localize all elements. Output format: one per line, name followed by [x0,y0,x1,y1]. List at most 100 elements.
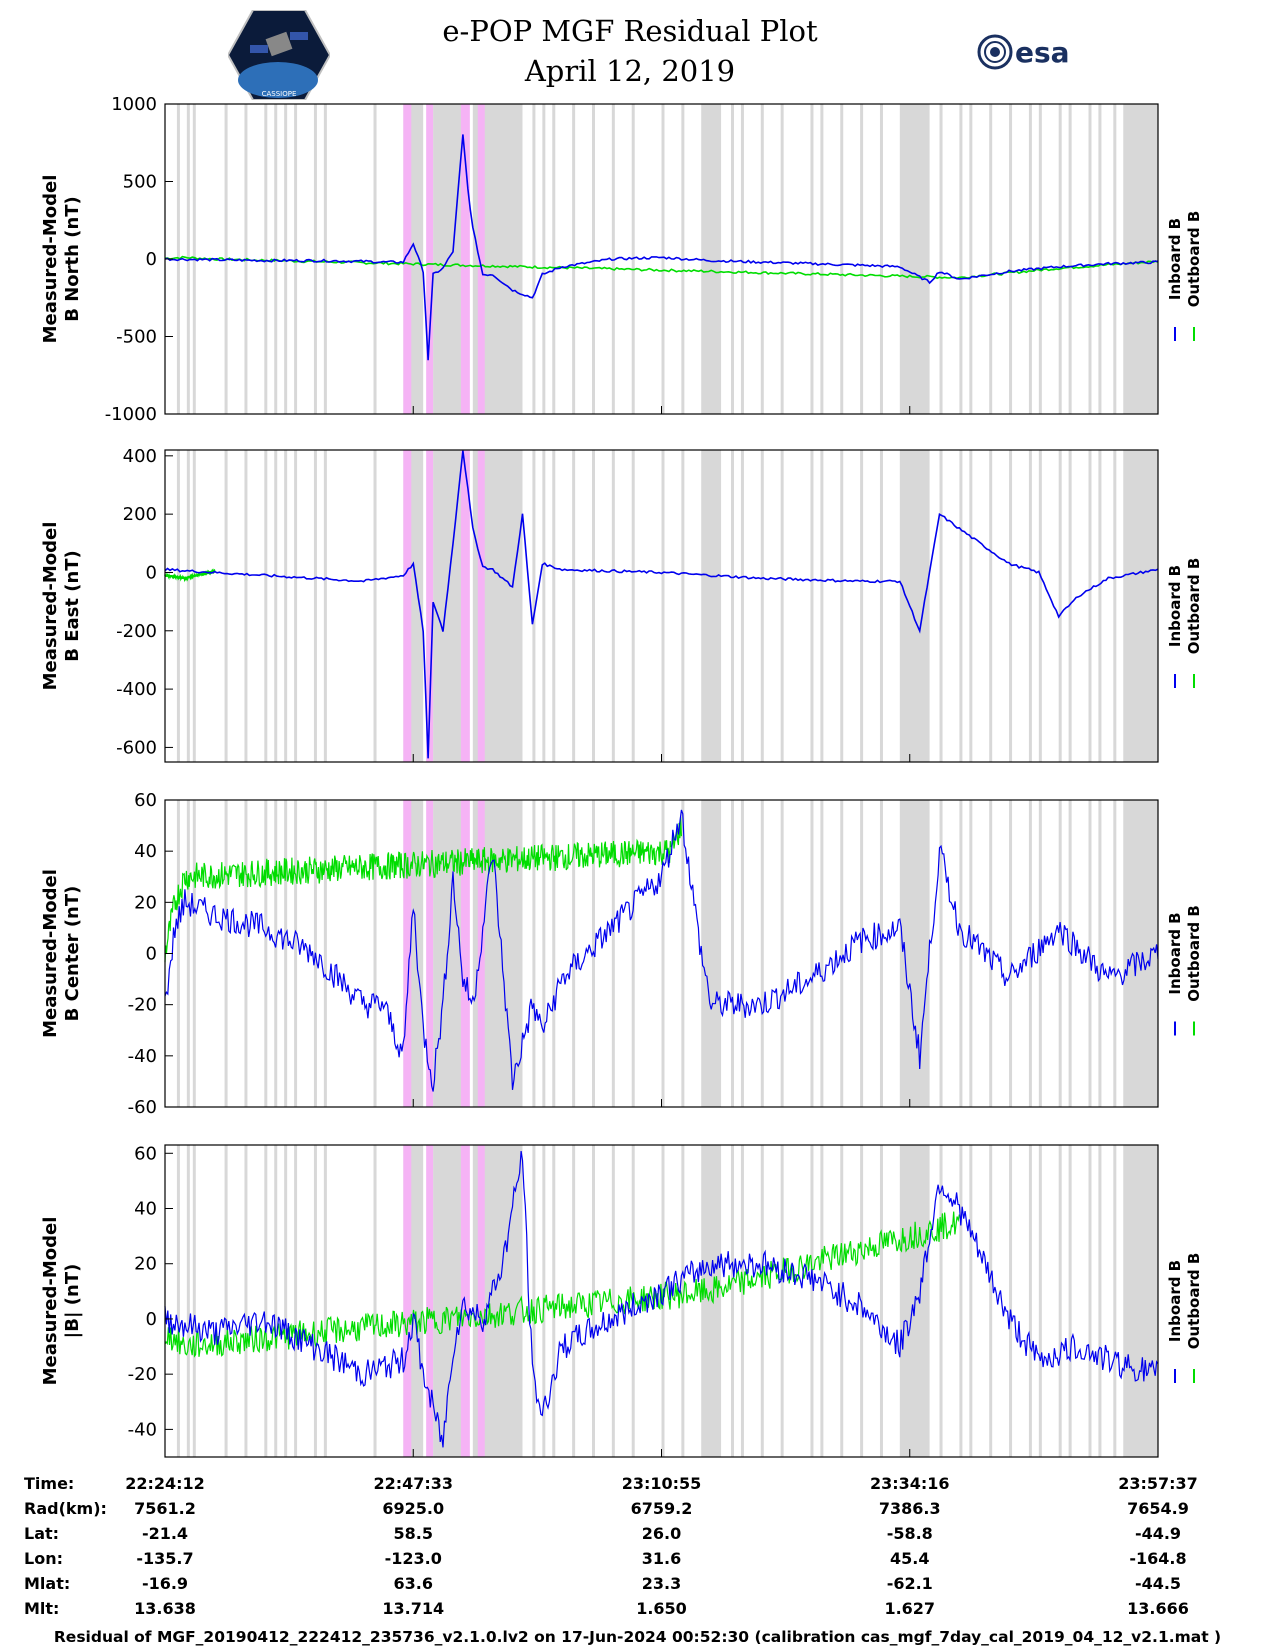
gap-line [840,104,844,414]
y-axis-label-line1: Measured-Model [40,175,61,344]
gap-line [959,1145,963,1457]
legend-inboard-label: Inboard B [1166,912,1184,994]
gap-line [860,800,864,1107]
panel-2: 400 200 0 -200 -400 -600 Measured-ModelB East … [40,446,1203,763]
gap-line [661,450,665,762]
gap-line [552,1145,556,1457]
gap-line [969,1145,973,1457]
highlight-region [403,1145,412,1457]
gap-line [294,1145,298,1457]
gap-region [701,104,722,414]
gap-line [323,1145,327,1457]
panel-1: 1000 500 0 -500 -1000 Measured-ModelB North (… [40,94,1203,425]
gap-line [1009,1145,1013,1457]
gap-line [731,1145,735,1457]
y-tick-label: 400 [123,446,157,467]
gap-line [611,450,615,762]
gap-line [224,450,228,762]
legend-outboard-label: Outboard B [1185,905,1203,1002]
gap-region [1123,450,1158,762]
y-tick-label: 0 [146,1309,157,1330]
gap-line [780,800,784,1107]
gap-region [899,450,930,762]
info-cell: 58.5 [393,1524,433,1543]
gap-line [731,450,735,762]
gap-line [860,104,864,414]
info-row-label: Mlat: [24,1574,71,1593]
gap-region [899,104,930,414]
y-axis-label-line2: B Center (nT) [62,886,83,1022]
highlight-region [460,450,470,762]
gap-line [661,800,665,1107]
gap-region [1123,1145,1158,1457]
gap-line [810,800,814,1107]
y-tick-label: 0 [146,944,157,965]
gap-line [969,104,973,414]
gap-line [192,1145,196,1457]
panel-3: 60 40 20 0 -20 -40 -60 Measured-ModelB Center (… [40,790,1203,1118]
y-tick-label: -1000 [105,404,157,425]
info-cell: 23:10:55 [621,1474,702,1493]
gap-region [1123,800,1158,1107]
info-cell: 6759.2 [630,1499,693,1518]
gap-line [274,1145,278,1457]
gap-line [1113,104,1117,414]
legend-outboard-label: Outboard B [1185,211,1203,308]
y-tick-label: 60 [134,790,157,811]
gap-region [701,800,722,1107]
gap-line [1058,104,1062,414]
gap-line [1098,450,1102,762]
gap-line [780,1145,784,1457]
gap-line [879,1145,883,1457]
info-cell: 6925.0 [382,1499,445,1518]
gap-line [820,450,824,762]
y-tick-label: 20 [134,892,157,913]
highlight-region [460,800,470,1107]
y-tick-label: 200 [123,504,157,525]
y-axis-label: Measured-Model|B| (nT) [40,1217,83,1386]
y-axis-label: Measured-ModelB East (nT) [40,522,83,691]
gap-line [224,800,228,1107]
info-cell: 22:47:33 [373,1474,454,1493]
gap-line [820,104,824,414]
gap-line [591,450,595,762]
gap-line [1038,1145,1042,1457]
gap-region [701,450,722,762]
gap-line [939,1145,943,1457]
legend-inboard-label: Inboard B [1166,1260,1184,1342]
gap-line [760,1145,764,1457]
info-cell: 31.6 [641,1549,682,1568]
esa-logo: esa [977,34,1070,70]
gap-line [373,1145,377,1457]
gap-line [731,800,735,1107]
gap-line [820,800,824,1107]
info-cell: -123.0 [384,1549,442,1568]
y-axis-label-line2: B North (nT) [62,196,83,322]
info-cell: 7386.3 [878,1499,941,1518]
gap-line [760,450,764,762]
gap-line [611,104,615,414]
gap-line [542,800,546,1107]
highlight-region [426,1145,434,1457]
info-cell: -44.9 [1134,1524,1182,1543]
gap-line [186,1145,190,1457]
gap-line [1098,1145,1102,1457]
gap-line [244,800,248,1107]
gap-line [1038,104,1042,414]
series-inboard-line [164,134,1158,361]
y-tick-label: 20 [134,1254,157,1275]
y-tick-label: 0 [146,562,157,583]
gap-line [1068,450,1072,762]
gap-line [740,800,744,1107]
gap-line [176,104,180,414]
gap-line [810,450,814,762]
y-tick-label: 0 [146,249,157,270]
gap-line [572,800,576,1107]
gap-line [1058,1145,1062,1457]
info-cell: 13.714 [382,1599,445,1618]
gap-line [879,450,883,762]
gap-line [274,104,278,414]
gap-line [820,1145,824,1457]
gap-line [760,800,764,1107]
